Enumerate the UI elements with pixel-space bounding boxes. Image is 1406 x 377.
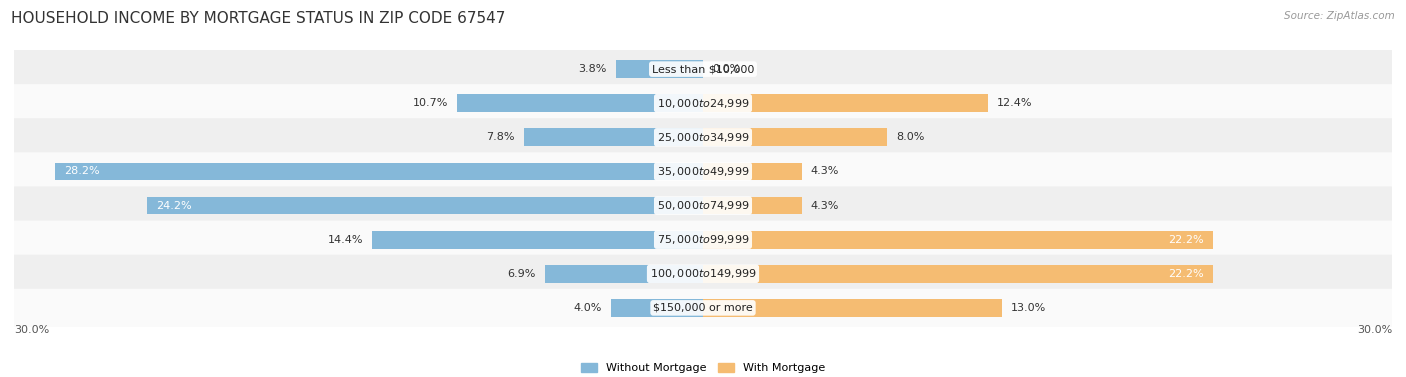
Bar xyxy=(457,94,703,112)
Legend: Without Mortgage, With Mortgage: Without Mortgage, With Mortgage xyxy=(576,359,830,377)
Text: 4.0%: 4.0% xyxy=(574,303,602,313)
Bar xyxy=(703,231,1213,248)
FancyBboxPatch shape xyxy=(11,221,1395,259)
Bar xyxy=(703,265,1213,283)
FancyBboxPatch shape xyxy=(11,84,1395,122)
Text: HOUSEHOLD INCOME BY MORTGAGE STATUS IN ZIP CODE 67547: HOUSEHOLD INCOME BY MORTGAGE STATUS IN Z… xyxy=(11,11,506,26)
Bar xyxy=(703,162,801,180)
Bar xyxy=(524,129,703,146)
Text: $35,000 to $49,999: $35,000 to $49,999 xyxy=(657,165,749,178)
Text: 22.2%: 22.2% xyxy=(1168,269,1204,279)
Text: 14.4%: 14.4% xyxy=(328,234,363,245)
Bar xyxy=(55,162,703,180)
Text: Source: ZipAtlas.com: Source: ZipAtlas.com xyxy=(1284,11,1395,21)
Text: 10.7%: 10.7% xyxy=(413,98,449,108)
Bar xyxy=(616,60,703,78)
Bar xyxy=(373,231,703,248)
FancyBboxPatch shape xyxy=(11,255,1395,293)
Text: 13.0%: 13.0% xyxy=(1011,303,1046,313)
Text: Less than $10,000: Less than $10,000 xyxy=(652,64,754,74)
Text: 8.0%: 8.0% xyxy=(896,132,924,143)
Text: $10,000 to $24,999: $10,000 to $24,999 xyxy=(657,97,749,110)
Bar xyxy=(148,197,703,215)
Text: $50,000 to $74,999: $50,000 to $74,999 xyxy=(657,199,749,212)
Text: 0.0%: 0.0% xyxy=(713,64,741,74)
Text: $75,000 to $99,999: $75,000 to $99,999 xyxy=(657,233,749,246)
Text: 24.2%: 24.2% xyxy=(156,201,193,211)
Bar xyxy=(703,129,887,146)
Text: $100,000 to $149,999: $100,000 to $149,999 xyxy=(650,267,756,280)
Text: 7.8%: 7.8% xyxy=(486,132,515,143)
Text: 30.0%: 30.0% xyxy=(14,325,49,335)
Text: 6.9%: 6.9% xyxy=(508,269,536,279)
Bar xyxy=(612,299,703,317)
Text: 30.0%: 30.0% xyxy=(1357,325,1392,335)
Text: $150,000 or more: $150,000 or more xyxy=(654,303,752,313)
FancyBboxPatch shape xyxy=(11,118,1395,156)
Text: 4.3%: 4.3% xyxy=(811,166,839,176)
Bar xyxy=(703,299,1001,317)
FancyBboxPatch shape xyxy=(11,289,1395,327)
Text: 4.3%: 4.3% xyxy=(811,201,839,211)
FancyBboxPatch shape xyxy=(11,50,1395,88)
Text: 28.2%: 28.2% xyxy=(65,166,100,176)
Bar xyxy=(544,265,703,283)
FancyBboxPatch shape xyxy=(11,187,1395,225)
Text: $25,000 to $34,999: $25,000 to $34,999 xyxy=(657,131,749,144)
Bar xyxy=(703,94,988,112)
Bar xyxy=(703,197,801,215)
Text: 22.2%: 22.2% xyxy=(1168,234,1204,245)
Text: 3.8%: 3.8% xyxy=(578,64,606,74)
Text: 12.4%: 12.4% xyxy=(997,98,1032,108)
FancyBboxPatch shape xyxy=(11,152,1395,190)
